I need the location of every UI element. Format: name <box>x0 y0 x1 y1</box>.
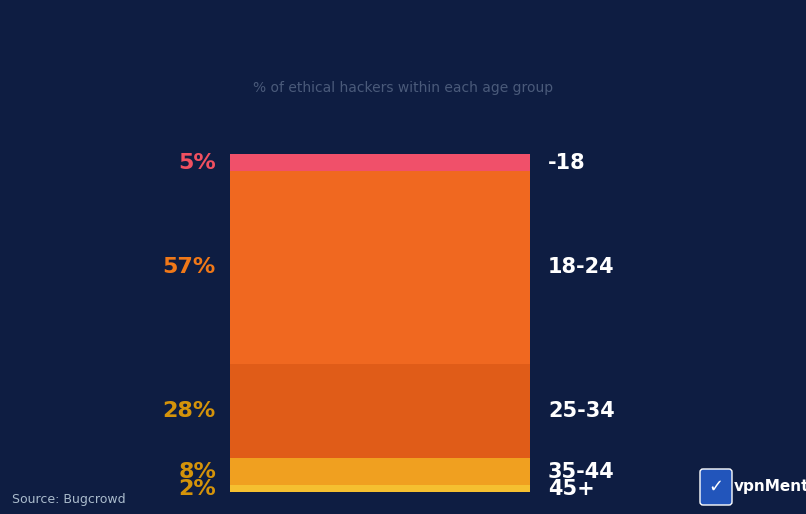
FancyBboxPatch shape <box>700 469 732 505</box>
Text: vpnMentor: vpnMentor <box>734 480 806 494</box>
Text: 25-34: 25-34 <box>548 401 615 421</box>
Bar <box>230 485 530 492</box>
Bar <box>230 171 530 363</box>
Text: 2%: 2% <box>178 479 216 499</box>
Text: 35-44: 35-44 <box>548 462 615 482</box>
Bar <box>230 458 530 485</box>
Text: 5%: 5% <box>178 153 216 173</box>
Bar <box>230 363 530 458</box>
Text: 8%: 8% <box>178 462 216 482</box>
Text: Distribution of Ethical Hackers by Age, 2023: Distribution of Ethical Hackers by Age, … <box>73 24 733 50</box>
Text: 57%: 57% <box>163 258 216 278</box>
Text: 28%: 28% <box>163 401 216 421</box>
Text: -18: -18 <box>548 153 586 173</box>
Text: % of ethical hackers within each age group: % of ethical hackers within each age gro… <box>253 81 553 95</box>
Text: 18-24: 18-24 <box>548 258 615 278</box>
Bar <box>230 154 530 171</box>
Text: Source: Bugcrowd: Source: Bugcrowd <box>12 493 126 506</box>
Text: 45+: 45+ <box>548 479 595 499</box>
Ellipse shape <box>0 99 806 194</box>
Text: ✓: ✓ <box>708 478 724 496</box>
